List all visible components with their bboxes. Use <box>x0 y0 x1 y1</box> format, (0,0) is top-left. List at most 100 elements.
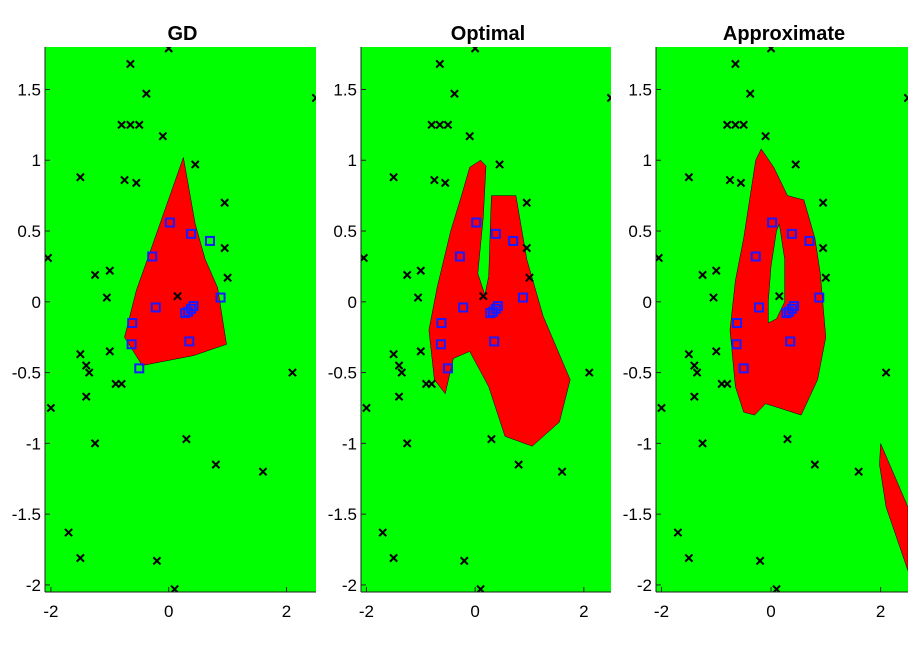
cross-point <box>606 93 611 103</box>
cross-point <box>362 403 371 413</box>
cross-point <box>684 553 694 563</box>
cross-point <box>258 467 268 476</box>
cross-point <box>81 361 91 370</box>
y-tick-label: 1 <box>32 151 41 170</box>
cross-point <box>487 434 496 444</box>
cross-point <box>413 293 423 302</box>
cross-point <box>717 379 727 389</box>
x-tick-label: 0 <box>766 602 775 621</box>
cross-point <box>288 368 297 377</box>
square-point <box>183 306 194 317</box>
cross-point <box>126 120 135 130</box>
square-point <box>781 308 792 319</box>
square-point <box>738 363 749 374</box>
cross-point <box>684 172 694 182</box>
x-tick-label: 0 <box>164 602 173 621</box>
y-tick-label: -1 <box>637 434 652 453</box>
cross-point <box>152 556 162 566</box>
cross-point <box>158 131 168 141</box>
cross-point <box>711 266 721 275</box>
x-tick-label: 0 <box>470 602 479 621</box>
cross-point <box>698 270 707 280</box>
panel-gd: 1.5 1 0.5 0 -0.5 -1 -1.5 -2-2 0 2 GD <box>12 23 316 621</box>
square-point <box>150 302 161 313</box>
cross-point <box>111 379 121 389</box>
y-tick-label: 0.5 <box>17 222 41 241</box>
cross-point <box>311 93 316 103</box>
square-point <box>814 292 825 303</box>
x-tick-label: -2 <box>359 602 374 621</box>
cross-point <box>684 349 694 359</box>
square-point <box>184 336 195 347</box>
cross-point <box>76 553 85 563</box>
cross-point <box>731 120 740 130</box>
cross-point <box>739 120 748 130</box>
y-tick-label: -1.5 <box>328 505 357 524</box>
y-tick-label: 0.5 <box>628 222 652 241</box>
panel-optimal: 1.5 1 0.5 0 -0.5 -1 -1.5 -2-2 0 2 Optimal <box>328 23 611 621</box>
square-point <box>490 228 501 239</box>
cross-point <box>440 178 450 188</box>
cross-point <box>76 172 85 182</box>
cross-point <box>478 291 488 301</box>
cross-point <box>736 178 746 188</box>
cross-point <box>692 368 702 377</box>
square-point <box>489 336 500 347</box>
y-tick-label: -2 <box>342 576 357 595</box>
y-tick-label: 1 <box>348 151 357 170</box>
cross-point <box>182 434 191 444</box>
square-point <box>186 228 197 239</box>
square-point <box>458 302 469 313</box>
cross-point <box>881 368 891 377</box>
x-tick-label: 2 <box>282 602 291 621</box>
cross-point <box>465 131 475 141</box>
y-tick-label: 0 <box>32 293 41 312</box>
chart-title-optimal: Optimal <box>451 23 525 45</box>
square-point <box>126 339 137 350</box>
cross-point <box>514 460 523 469</box>
cross-point <box>46 403 56 413</box>
square-point <box>215 292 226 303</box>
y-tick-label: 0 <box>643 293 652 312</box>
y-tick-label: 1.5 <box>17 80 41 99</box>
cross-point <box>557 467 567 476</box>
square-point <box>435 339 446 350</box>
cross-point <box>90 439 100 448</box>
cross-point <box>584 368 594 377</box>
cross-point <box>402 270 412 280</box>
square-point <box>164 217 175 228</box>
square-point <box>785 336 796 347</box>
cross-point <box>397 368 407 377</box>
y-tick-label: -0.5 <box>623 364 652 383</box>
square-point <box>442 363 453 374</box>
decision-region <box>729 148 827 416</box>
y-tick-label: -1.5 <box>12 505 41 524</box>
cross-point <box>522 198 532 208</box>
x-tick-label: 2 <box>876 602 885 621</box>
cross-point <box>443 120 453 130</box>
cross-point <box>709 293 718 302</box>
square-point <box>732 318 743 329</box>
cross-point <box>416 266 426 275</box>
x-tick-label: -2 <box>654 602 669 621</box>
cross-point <box>495 160 504 169</box>
cross-point <box>134 120 144 130</box>
square-point <box>731 339 742 350</box>
cross-point <box>711 347 721 356</box>
cross-point <box>427 120 436 130</box>
y-tick-label: -2 <box>26 576 41 595</box>
cross-point <box>698 439 707 448</box>
cross-point <box>64 528 73 537</box>
square-point <box>784 306 795 317</box>
cross-point <box>90 270 100 280</box>
cross-point <box>783 434 792 444</box>
x-tick-label: 2 <box>579 602 588 621</box>
cross-point <box>402 439 412 448</box>
cross-point <box>173 291 182 301</box>
y-tick-label: 0 <box>348 293 357 312</box>
decision-region <box>124 156 227 366</box>
cross-point <box>430 175 439 185</box>
cross-point <box>220 243 229 253</box>
y-tick-label: 0.5 <box>333 222 357 241</box>
cross-point <box>142 89 151 99</box>
